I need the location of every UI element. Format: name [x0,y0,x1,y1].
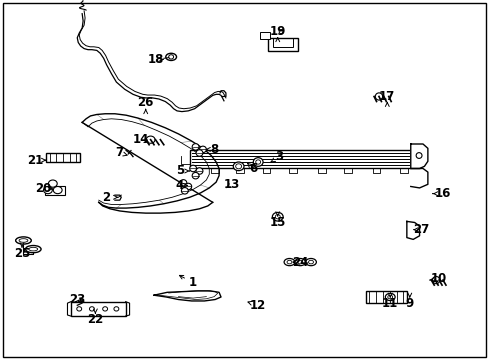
Bar [272,38,293,47]
Ellipse shape [199,146,206,153]
Ellipse shape [48,180,57,187]
Text: 19: 19 [269,25,285,38]
Text: 7: 7 [116,147,123,159]
Ellipse shape [192,144,199,150]
Text: 18: 18 [147,53,163,66]
Ellipse shape [16,237,31,244]
Ellipse shape [196,150,203,156]
Text: 6: 6 [249,162,257,175]
Ellipse shape [385,293,394,301]
Ellipse shape [233,162,244,171]
Text: 25: 25 [14,247,30,260]
Ellipse shape [53,186,62,194]
Polygon shape [406,221,419,239]
Text: 3: 3 [275,150,283,163]
Ellipse shape [305,258,316,266]
Ellipse shape [272,212,283,221]
Text: 22: 22 [87,313,103,326]
FancyBboxPatch shape [267,38,298,51]
Text: 17: 17 [378,90,395,103]
Text: 21: 21 [27,154,43,167]
Text: 4: 4 [176,179,183,192]
Text: 20: 20 [35,183,51,195]
Text: 27: 27 [412,223,429,236]
Text: 23: 23 [69,293,85,306]
Ellipse shape [253,158,263,166]
Text: 24: 24 [292,256,308,269]
Text: 14: 14 [132,133,149,146]
Text: 26: 26 [137,96,154,109]
Ellipse shape [189,165,196,172]
Bar [45,186,64,195]
Text: 8: 8 [210,143,218,156]
Text: 10: 10 [430,273,447,285]
Bar [365,291,407,303]
Ellipse shape [184,183,191,190]
Ellipse shape [192,172,199,179]
Text: 5: 5 [176,165,183,177]
Text: 15: 15 [269,216,285,229]
Ellipse shape [181,188,188,194]
Polygon shape [410,144,427,168]
Text: 16: 16 [433,187,450,200]
Ellipse shape [43,186,52,194]
Text: 13: 13 [224,178,240,191]
Ellipse shape [25,246,41,253]
Bar [260,32,269,39]
Bar [189,150,419,168]
Text: 1: 1 [189,276,197,289]
Text: 12: 12 [249,299,266,312]
Ellipse shape [284,258,294,266]
Bar [71,302,125,316]
Bar [46,153,80,162]
Ellipse shape [196,168,203,174]
Text: 2: 2 [102,191,110,204]
Polygon shape [154,291,221,301]
Ellipse shape [294,258,305,266]
Text: 9: 9 [405,297,413,310]
Text: 11: 11 [381,297,398,310]
Ellipse shape [180,180,186,186]
